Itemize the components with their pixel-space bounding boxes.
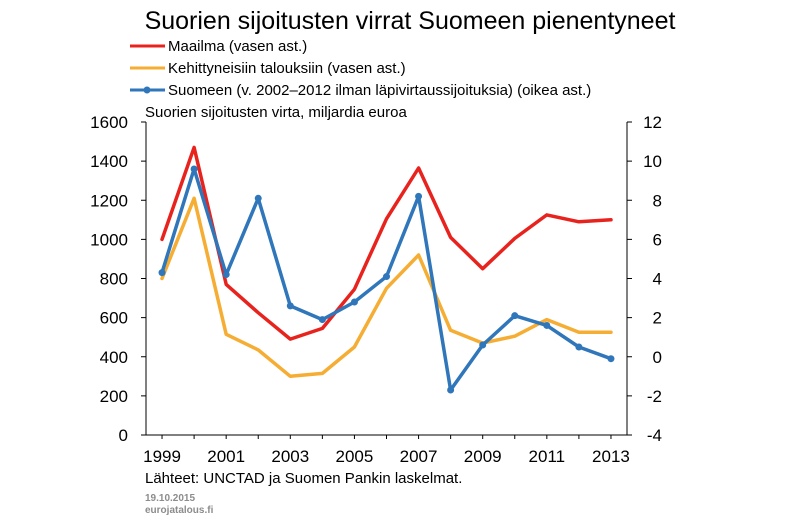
data-point-finland [383,273,390,281]
x-tick-label: 2001 [207,447,245,466]
y-left-tick-label: 1000 [90,230,128,249]
y-right-tick-label: 8 [653,191,662,210]
x-axis: 1999 2001 2003 2005 2007 2009 2011 2013 [143,435,630,466]
source-note: Lähteet: UNCTAD ja Suomen Pankin laskelm… [145,470,462,487]
y-left-tick-label: 400 [100,348,128,367]
y-right-tick-label: -2 [647,387,662,406]
data-point-finland [190,165,198,173]
legend: Maailma (vasen ast.) Kehittyneisiin talo… [130,38,591,99]
y-left-tick-label: 800 [100,270,128,289]
data-point-finland [607,355,615,363]
y-left-tick-label: 0 [119,426,128,445]
data-point-finland [447,386,455,394]
data-point-finland [158,269,166,277]
data-point-finland [415,192,423,200]
unit-label: Suorien sijoitusten virta, miljardia eur… [145,104,407,121]
x-tick-label: 2009 [464,447,502,466]
legend-marker-finland [143,86,151,94]
y-right-tick-label: 12 [643,113,662,132]
x-tick-label: 2005 [336,447,374,466]
data-point-finland [286,302,294,310]
chart-title: Suorien sijoitusten virrat Suomeen piene… [145,7,676,35]
site-stamp: eurojatalous.fi [145,505,214,516]
x-tick-label: 2013 [592,447,630,466]
data-point-finland [511,312,519,320]
x-tick-label: 1999 [143,447,181,466]
date-stamp: 19.10.2015 [145,493,195,504]
data-point-finland [222,271,230,279]
legend-label-advanced: Kehittyneisiin talouksiin (vasen ast.) [168,60,406,77]
y-left-tick-label: 1600 [90,113,128,132]
y-left-tick-label: 1200 [90,191,128,210]
x-tick-label: 2003 [271,447,309,466]
y-axis-left: 0 200 400 600 800 1000 1200 1400 1600 [90,113,146,445]
y-left-tick-label: 1400 [90,152,128,171]
y-right-tick-label: -4 [647,426,662,445]
y-right-tick-label: 6 [653,230,662,249]
y-right-tick-label: 0 [653,348,662,367]
legend-label-finland: Suomeen (v. 2002–2012 ilman läpivirtauss… [168,82,591,99]
data-point-finland [543,321,551,329]
y-axis-right: -4 -2 0 2 4 6 8 10 12 [627,113,662,445]
data-point-finland [575,343,583,351]
series-line-advanced [160,196,613,379]
data-point-finland [318,316,326,324]
y-right-tick-label: 4 [653,270,662,289]
x-tick-label: 2007 [400,447,438,466]
y-left-tick-label: 200 [100,387,128,406]
series-layer [158,145,615,394]
series-line-world [160,145,613,341]
data-point-finland [479,341,487,349]
y-right-tick-label: 2 [653,309,662,328]
legend-label-world: Maailma (vasen ast.) [168,38,307,55]
y-right-tick-label: 10 [643,152,662,171]
data-point-finland [254,194,262,202]
x-tick-label: 2011 [529,447,566,466]
data-point-finland [350,298,358,306]
y-left-tick-label: 600 [100,309,128,328]
